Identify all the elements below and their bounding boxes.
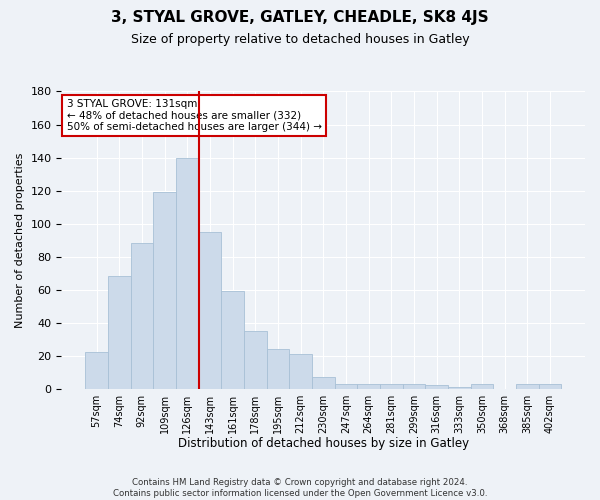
Bar (221, 291, 244, 388)
Text: 3 STYAL GROVE: 131sqm
← 48% of detached houses are smaller (332)
50% of semi-det: 3 STYAL GROVE: 131sqm ← 48% of detached … (67, 99, 322, 132)
Bar (85, 352, 108, 388)
Bar (539, 384, 561, 388)
Bar (131, 244, 153, 388)
Bar (425, 386, 448, 388)
Bar (312, 377, 335, 388)
Bar (266, 349, 289, 389)
X-axis label: Distribution of detached houses by size in Gatley: Distribution of detached houses by size … (178, 437, 469, 450)
Text: Size of property relative to detached houses in Gatley: Size of property relative to detached ho… (131, 32, 469, 46)
Bar (403, 384, 425, 388)
Bar (448, 387, 470, 388)
Text: Contains HM Land Registry data © Crown copyright and database right 2024.
Contai: Contains HM Land Registry data © Crown c… (113, 478, 487, 498)
Bar (244, 331, 266, 388)
Bar (289, 354, 312, 388)
Bar (335, 384, 357, 388)
Bar (176, 158, 199, 388)
Bar (470, 384, 493, 388)
Bar (153, 192, 176, 388)
Bar (357, 384, 380, 388)
Bar (380, 384, 403, 388)
Text: 3, STYAL GROVE, GATLEY, CHEADLE, SK8 4JS: 3, STYAL GROVE, GATLEY, CHEADLE, SK8 4JS (111, 10, 489, 25)
Bar (108, 276, 131, 388)
Bar (199, 232, 221, 388)
Bar (516, 384, 539, 388)
Y-axis label: Number of detached properties: Number of detached properties (15, 152, 25, 328)
